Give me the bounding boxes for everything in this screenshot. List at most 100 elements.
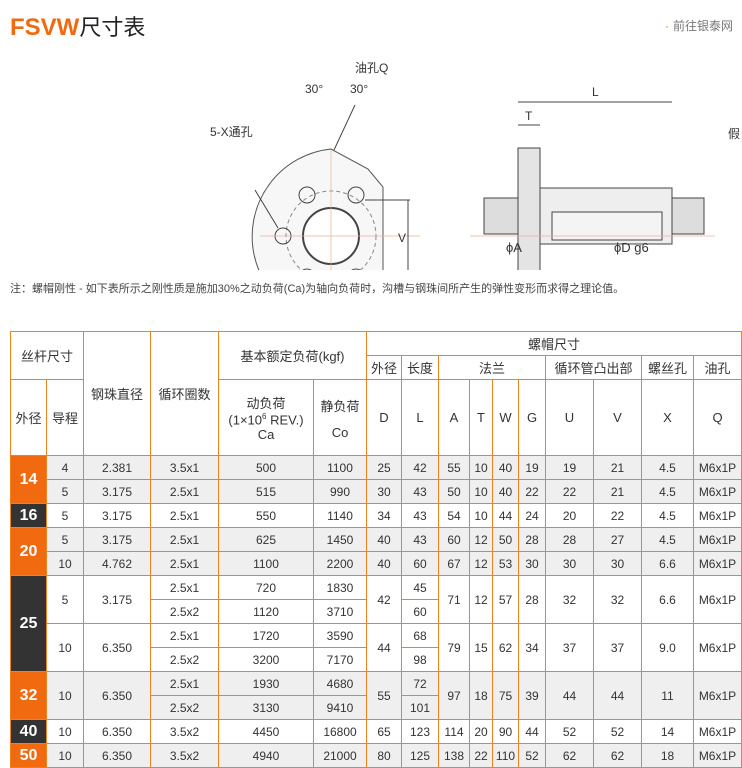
cell-co: 1450 [313, 527, 367, 552]
t-label: T [525, 109, 533, 123]
cell-U: 19 [545, 455, 594, 480]
cell-W: 75 [492, 671, 519, 720]
phi-a-label: ϕA [506, 240, 522, 255]
cell-V: 44 [593, 671, 642, 720]
cell-Q: M6x1P [693, 503, 742, 528]
co-label: Co [331, 424, 349, 440]
header-Q: Q [693, 379, 742, 456]
cell-X: 4.5 [641, 479, 694, 504]
cell-co: 4680 [313, 671, 367, 696]
cell-W: 62 [492, 623, 519, 672]
stiffness-note: 注：螺帽刚性 - 如下表所示之刚性质是施加30%之动负荷(Ca)为轴向负荷时，沟… [10, 283, 625, 295]
header-dynamic-load: 动负荷 (1×106 REV.) Ca [218, 379, 314, 456]
cell-L: 45 [401, 575, 439, 600]
cell-Q: M6x1P [693, 743, 742, 768]
oil-hole-label: 油孔Q [355, 61, 388, 75]
cell-Q: M6x1P [693, 575, 742, 624]
cell-Q: M6x1P [693, 671, 742, 720]
ca-label: Ca [257, 427, 275, 443]
dyn-label: 动负荷 [246, 395, 286, 411]
cell-T: 18 [469, 671, 493, 720]
cell-Q: M6x1P [693, 479, 742, 504]
cell-turns: 2.5x2 [150, 647, 219, 672]
cell-lead: 5 [46, 575, 84, 624]
cell-X: 11 [641, 671, 694, 720]
cell-L: 60 [401, 551, 439, 576]
cell-L: 68 [401, 623, 439, 648]
cell-G: 28 [518, 575, 546, 624]
cell-co: 2200 [313, 551, 367, 576]
cell-lead: 10 [46, 623, 84, 672]
angle-left-label: 30° [305, 82, 323, 96]
cell-V: 27 [593, 527, 642, 552]
header-V: V [593, 379, 642, 456]
cell-L: 42 [401, 455, 439, 480]
table-row: 50 10 6.350 3.5x2 4940 21000 80 125 138 22 110 52 62… [10, 743, 742, 768]
cell-L: 43 [401, 503, 439, 528]
cell-od: 50 [10, 743, 47, 768]
cell-lead: 10 [46, 743, 84, 768]
dyn-unit: (1×10 [228, 412, 263, 428]
cell-turns: 2.5x2 [150, 695, 219, 720]
cell-X: 9.0 [641, 623, 694, 672]
cell-ca: 3130 [218, 695, 314, 720]
header-D: D [366, 379, 402, 456]
cell-co: 990 [313, 479, 367, 504]
goto-store-link[interactable]: · 前往银泰网 [665, 17, 733, 34]
cell-ball: 2.381 [83, 455, 151, 480]
cell-X: 4.5 [641, 527, 694, 552]
header-turns: 循环圈数 [150, 331, 219, 456]
cell-U: 37 [545, 623, 594, 672]
cell-ca: 1720 [218, 623, 314, 648]
cell-W: 110 [492, 743, 519, 768]
cell-U: 62 [545, 743, 594, 768]
header-static-load: 静负荷 Co [313, 379, 367, 456]
cell-G: 39 [518, 671, 546, 720]
cell-ball: 6.350 [83, 623, 151, 672]
header-T: T [469, 379, 493, 456]
cell-ca: 625 [218, 527, 314, 552]
cell-turns: 2.5x1 [150, 503, 219, 528]
cell-W: 53 [492, 551, 519, 576]
cell-T: 20 [469, 719, 493, 744]
header-nut-size: 螺帽尺寸 [366, 331, 742, 356]
cell-A: 97 [438, 671, 470, 720]
cell-A: 60 [438, 527, 470, 552]
cell-ca: 1100 [218, 551, 314, 576]
cell-ca: 515 [218, 479, 314, 504]
cell-U: 30 [545, 551, 594, 576]
front-view [251, 104, 420, 270]
cell-D: 44 [366, 623, 402, 672]
dimension-table: 丝杆尺寸 钢珠直径 循环圈数 基本额定负荷(kgf) 螺帽尺寸 外径 长度 法兰… [10, 331, 742, 768]
header-load-rating: 基本额定负荷(kgf) [218, 331, 367, 380]
cell-T: 15 [469, 623, 493, 672]
header-return-tube: 循环管凸出部 [545, 355, 642, 380]
cell-X: 14 [641, 719, 694, 744]
cell-W: 44 [492, 503, 519, 528]
cell-L: 98 [401, 647, 439, 672]
cell-D: 80 [366, 743, 402, 768]
table-row: 40 10 6.350 3.5x2 4450 16800 65 123 114 20 90 44 52 5… [10, 719, 742, 744]
table-row: 2.5x2 3200 7170 98 [11, 647, 742, 672]
header-A: A [438, 379, 470, 456]
cell-turns: 3.5x2 [150, 743, 219, 768]
table-row: 32 10 6.350 2.5x1 1930 4680 55 72 97 18 75 39 44 44 11… [10, 671, 742, 720]
cell-V: 32 [593, 575, 642, 624]
header-oil-hole: 油孔 [693, 355, 742, 380]
cell-A: 138 [438, 743, 470, 768]
cell-co: 7170 [313, 647, 367, 672]
cell-co: 1100 [313, 455, 367, 480]
header-L: L [401, 379, 439, 456]
cell-V: 37 [593, 623, 642, 672]
v-label: V [398, 231, 406, 245]
header-lead: 导程 [46, 379, 84, 456]
cell-Q: M6x1P [693, 551, 742, 576]
dyn-unit-rev: REV.) [266, 412, 304, 428]
cell-G: 28 [518, 527, 546, 552]
header-od: 外径 [10, 379, 47, 456]
cell-turns: 2.5x1 [150, 575, 219, 600]
cell-A: 71 [438, 575, 470, 624]
cell-lead: 5 [46, 479, 84, 504]
header-W: W [492, 379, 519, 456]
cell-D: 65 [366, 719, 402, 744]
